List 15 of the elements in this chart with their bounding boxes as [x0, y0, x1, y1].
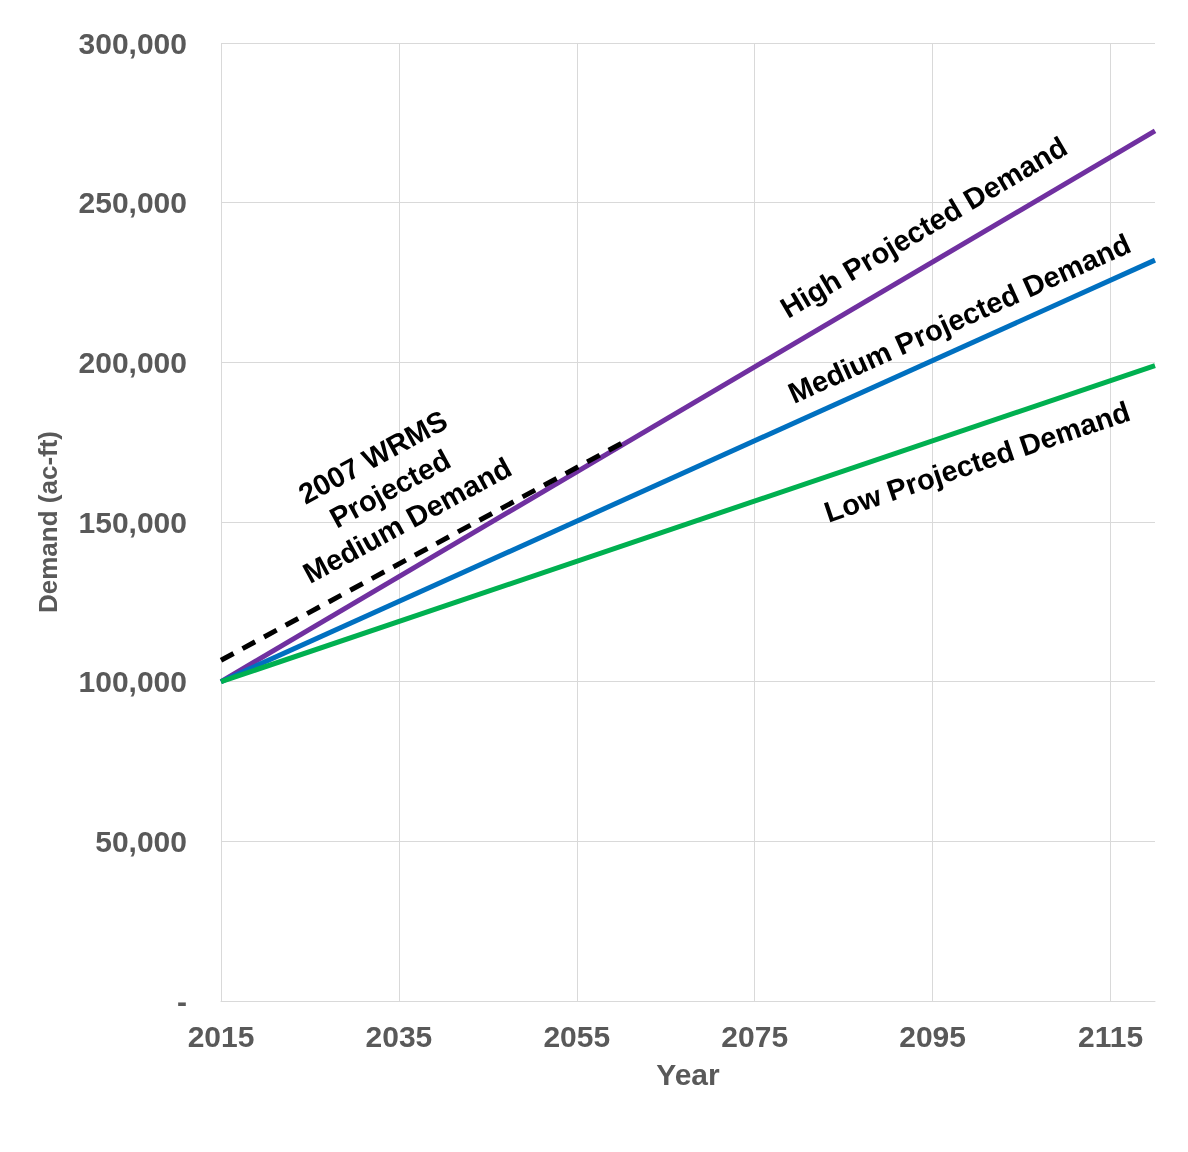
x-tick-label: 2055 — [543, 1019, 611, 1053]
y-tick-label: 200,000 — [78, 345, 187, 379]
x-tick-label: 2075 — [721, 1019, 789, 1053]
y-tick-label: 100,000 — [78, 665, 187, 699]
y-tick-label: 250,000 — [78, 186, 187, 220]
y-tick-label: 150,000 — [78, 505, 187, 539]
x-tick-label: 2095 — [899, 1019, 966, 1053]
y-tick-label: - — [177, 984, 187, 1018]
x-tick-label: 2035 — [365, 1019, 433, 1053]
y-tick-label: 50,000 — [95, 824, 187, 858]
y-tick-label: 300,000 — [78, 26, 187, 60]
x-tick-label: 2015 — [187, 1019, 255, 1053]
y-axis-title: Demand (ac-ft) — [33, 430, 63, 614]
x-tick-label: 2115 — [1077, 1019, 1144, 1053]
x-axis-title: Year — [656, 1057, 721, 1091]
